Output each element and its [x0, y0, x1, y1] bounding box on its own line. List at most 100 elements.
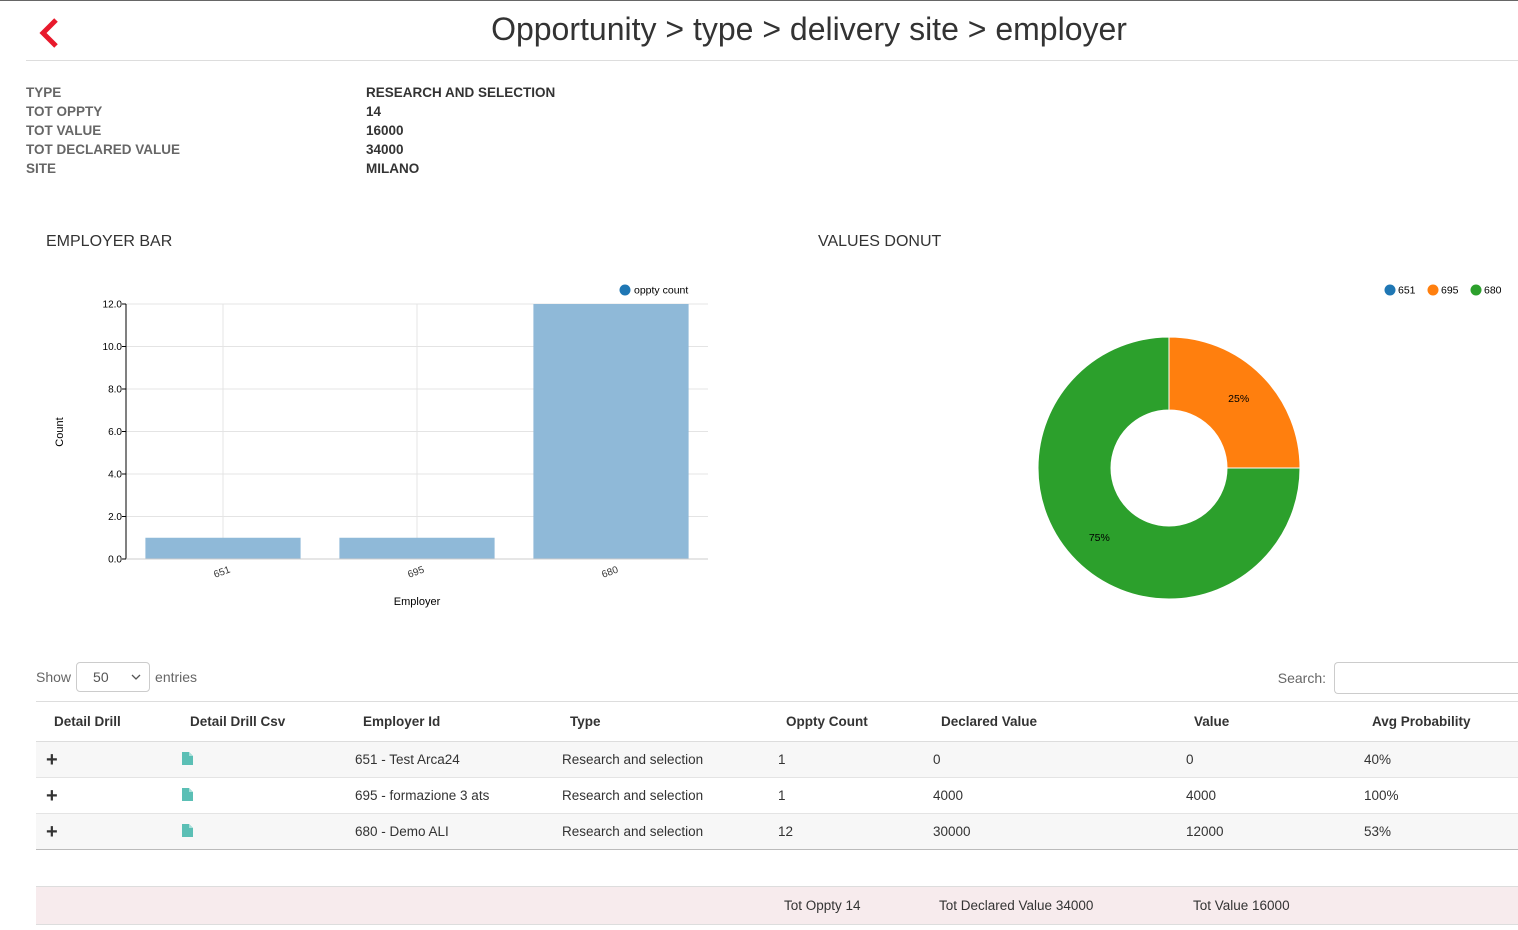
x-tick-label: 651	[212, 564, 232, 580]
table-row: + 695 - formazione 3 ats Research and se…	[36, 777, 1518, 814]
value-cell: 12000	[1176, 813, 1354, 850]
avg-probability-cell: 40%	[1354, 741, 1518, 778]
expand-plus-icon[interactable]: +	[46, 748, 58, 771]
entries-value: 50	[93, 669, 109, 685]
entries-select[interactable]: 50	[76, 662, 151, 692]
summary-row-type: TYPE RESEARCH AND SELECTION	[26, 83, 555, 102]
summary-value: RESEARCH AND SELECTION	[366, 85, 556, 100]
column-header-oppty-count[interactable]: Oppty Count	[768, 701, 923, 742]
oppty-count-cell: 12	[768, 813, 923, 850]
employer-id-cell: 695 - formazione 3 ats	[345, 777, 552, 814]
oppty-count-cell: 1	[768, 741, 923, 778]
chevron-left-icon	[39, 18, 58, 48]
csv-file-icon[interactable]	[182, 823, 193, 840]
bar-695	[339, 537, 495, 559]
search-label: Search:	[1277, 670, 1326, 686]
expand-plus-icon[interactable]: +	[46, 784, 58, 807]
back-button[interactable]	[36, 15, 64, 51]
type-cell: Research and selection	[552, 777, 768, 814]
y-axis-label: Count	[54, 417, 66, 446]
legend-marker-651	[1384, 284, 1396, 296]
employer-bar-chart: 0.0 2.0 4.0 6.0 8.0 10.0 12.0 651 695 680 Employer…	[54, 284, 708, 608]
csv-file-icon[interactable]	[182, 751, 193, 768]
summary-value: 14	[366, 104, 382, 119]
legend-marker-680	[1470, 284, 1482, 296]
y-tick-label: 4.0	[108, 470, 122, 481]
summary-row-tot-value: TOT VALUE 16000	[26, 121, 555, 140]
search-input[interactable]	[1334, 662, 1518, 694]
summary-key: SITE	[26, 161, 57, 176]
y-tick-label: 0.0	[108, 555, 122, 566]
value-cell: 4000	[1176, 777, 1354, 814]
donut-chart-title: VALUES DONUT	[818, 233, 942, 250]
slice-percent-label: 75%	[1089, 532, 1110, 544]
declared-value-cell: 30000	[923, 813, 1176, 850]
oppty-count-cell: 1	[768, 777, 923, 814]
table-header-row: Detail Drill Detail Drill Csv Employer I…	[36, 701, 1518, 742]
footer-tot-declared: Tot Declared Value 34000	[939, 898, 1094, 913]
summary-value: 34000	[366, 142, 404, 157]
avg-probability-cell: 100%	[1354, 777, 1518, 814]
csv-file-icon[interactable]	[182, 787, 193, 804]
donut-slice-695	[1168, 336, 1301, 469]
chevron-down-icon	[131, 674, 141, 680]
search-control: Search:	[1278, 662, 1518, 694]
column-header-detail-drill-csv[interactable]: Detail Drill Csv	[172, 701, 345, 742]
legend-marker-695	[1427, 284, 1439, 296]
footer-tot-oppty: Tot Oppty 14	[784, 898, 861, 913]
employer-id-cell: 651 - Test Arca24	[345, 741, 552, 778]
employer-table: Detail Drill Detail Drill Csv Employer I…	[36, 701, 1518, 850]
table-row: + 680 - Demo ALI Research and selection …	[36, 813, 1518, 850]
length-control: Show 50 entries	[36, 662, 197, 692]
summary-row-tot-declared: TOT DECLARED VALUE 34000	[26, 140, 555, 159]
y-tick-label: 8.0	[108, 385, 122, 396]
x-axis-label: Employer	[394, 596, 441, 608]
avg-probability-cell: 53%	[1354, 813, 1518, 850]
slice-percent-label: 25%	[1228, 393, 1249, 405]
legend-marker	[619, 284, 631, 296]
entries-label: entries	[155, 669, 198, 685]
summary-key: TOT OPPTY	[26, 104, 103, 119]
header-divider	[26, 60, 1518, 61]
summary-value: 16000	[366, 123, 404, 138]
expand-plus-icon[interactable]: +	[46, 820, 58, 843]
legend-label-680: 680	[1484, 285, 1502, 297]
column-header-value[interactable]: Value	[1176, 701, 1354, 742]
bar-651	[145, 537, 301, 559]
bar-680	[533, 304, 689, 559]
declared-value-cell: 4000	[923, 777, 1176, 814]
type-cell: Research and selection	[552, 741, 768, 778]
type-cell: Research and selection	[552, 813, 768, 850]
summary-block: TYPE RESEARCH AND SELECTION TOT OPPTY 14…	[26, 83, 555, 178]
table-row: + 651 - Test Arca24 Research and selecti…	[36, 741, 1518, 778]
summary-key: TOT VALUE	[26, 123, 102, 138]
employer-id-cell: 680 - Demo ALI	[345, 813, 552, 850]
column-header-detail-drill[interactable]: Detail Drill	[36, 701, 172, 742]
summary-value: MILANO	[366, 161, 420, 176]
summary-key: TYPE	[26, 85, 62, 100]
show-label: Show	[36, 669, 72, 685]
column-header-type[interactable]: Type	[552, 701, 768, 742]
y-tick-label: 6.0	[108, 427, 122, 438]
column-header-avg-probability[interactable]: Avg Probability	[1354, 701, 1518, 742]
values-donut-chart: 25% 75% 651 695 680	[1037, 284, 1502, 600]
summary-row-site: SITE MILANO	[26, 159, 555, 178]
legend-label-651: 651	[1398, 285, 1416, 297]
y-tick-label: 10.0	[103, 342, 123, 353]
x-tick-label: 680	[600, 564, 620, 580]
x-tick-label: 695	[406, 564, 426, 580]
y-tick-label: 12.0	[103, 300, 123, 311]
bar-chart-title: EMPLOYER BAR	[46, 233, 173, 250]
legend-label: oppty count	[634, 285, 688, 297]
column-header-declared-value[interactable]: Declared Value	[923, 701, 1176, 742]
summary-row-tot-oppty: TOT OPPTY 14	[26, 102, 555, 121]
donut-slice-680	[1037, 336, 1301, 600]
legend-label-695: 695	[1441, 285, 1459, 297]
value-cell: 0	[1176, 741, 1354, 778]
column-header-employer-id[interactable]: Employer Id	[345, 701, 552, 742]
table-footer-totals: Tot Oppty 14 Tot Declared Value 34000 To…	[36, 886, 1518, 925]
summary-key: TOT DECLARED VALUE	[26, 142, 181, 157]
declared-value-cell: 0	[923, 741, 1176, 778]
y-tick-label: 2.0	[108, 512, 122, 523]
footer-tot-value: Tot Value 16000	[1193, 898, 1290, 913]
